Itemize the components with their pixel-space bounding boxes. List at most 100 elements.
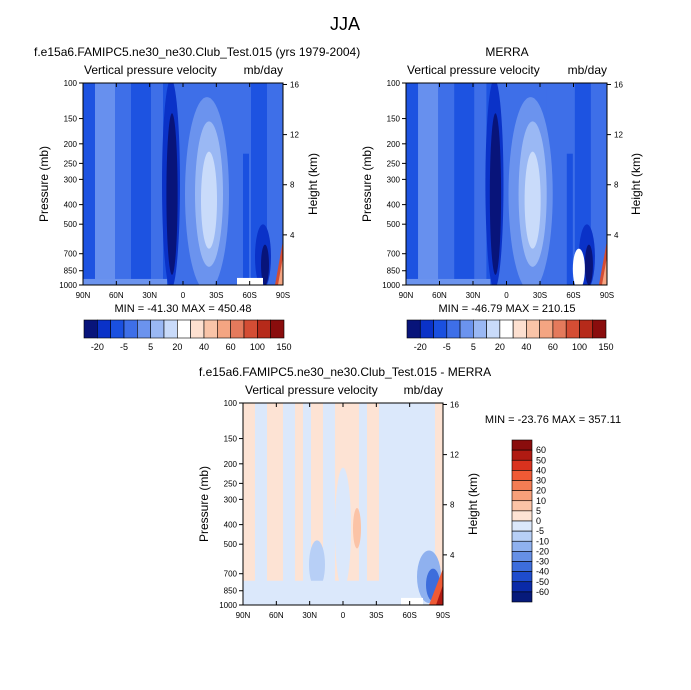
colorbar-swatch	[446, 319, 461, 339]
colorbar-swatch	[511, 510, 533, 522]
y-tick-label: 400	[387, 201, 401, 210]
colorbar-label: -60	[536, 587, 549, 597]
colorbar-label: -50	[536, 577, 549, 587]
colorbar-swatch	[511, 490, 533, 502]
colorbar-label: 40	[199, 342, 209, 352]
panel-difference: f.e15a6.FAMIPC5.ne30_ne30.Club_Test.015 …	[197, 365, 621, 620]
stats-text: MIN = -41.30 MAX = 450.48	[115, 303, 252, 315]
colorbar-swatch	[526, 319, 540, 339]
x-tick-label: 60N	[432, 291, 447, 300]
height-tick-label: 16	[290, 80, 299, 89]
colorbar-swatch	[511, 591, 533, 603]
negative-patch	[309, 540, 325, 589]
colorbar-swatch	[270, 319, 285, 339]
colorbar-swatch	[163, 319, 178, 339]
colorbar-label: -20	[414, 342, 427, 352]
y-tick-label: 100	[224, 399, 238, 408]
colorbar-label: -20	[91, 342, 104, 352]
stats-text: MIN = -46.79 MAX = 210.15	[439, 303, 576, 315]
y-tick-label: 500	[387, 220, 401, 229]
y-tick-label: 300	[387, 175, 401, 184]
colorbar-swatch	[539, 319, 554, 339]
y-tick-label: 700	[64, 250, 78, 259]
contour-band	[474, 83, 487, 285]
contour-band	[283, 403, 295, 605]
panel-units: mb/day	[244, 63, 283, 77]
y-tick-label: 1000	[219, 601, 237, 610]
x-tick-label: 30S	[533, 291, 547, 300]
panel-units: mb/day	[404, 383, 443, 397]
y-tick-label: 300	[224, 495, 238, 504]
y-axis-right-label: Height (km)	[629, 153, 643, 215]
contour-band	[418, 83, 439, 285]
y-tick-label: 150	[387, 115, 401, 124]
x-tick-label: 90N	[76, 291, 91, 300]
y-tick-label: 150	[64, 115, 78, 124]
y-tick-label: 700	[387, 250, 401, 259]
contour-band	[95, 83, 115, 285]
axes: 90N 60N 30N 0 30S 60S 90S 100 150 200 250 300 400 500…	[382, 79, 623, 300]
height-tick-label: 12	[450, 451, 459, 460]
contour-band	[454, 83, 475, 285]
colorbar-swatch	[150, 319, 165, 339]
colorbar-label: 100	[572, 342, 587, 352]
y-tick-label: 250	[387, 159, 401, 168]
updraft-core	[261, 244, 269, 285]
subsidence-core	[201, 151, 217, 249]
x-tick-label: 0	[341, 611, 346, 620]
positive-patch	[601, 256, 607, 285]
colorbar-swatch	[579, 319, 594, 339]
height-tick-label: 8	[614, 181, 619, 190]
y-axis-right-label: Height (km)	[466, 473, 480, 535]
contour-band	[115, 83, 131, 285]
height-tick-label: 16	[614, 80, 623, 89]
contour-field	[406, 83, 607, 285]
y-axis-label: Pressure (mb)	[360, 146, 374, 222]
colorbar-swatch	[511, 530, 533, 542]
colorbar-swatch	[459, 319, 474, 339]
contour-band	[303, 403, 311, 605]
colorbar-label: 5	[148, 342, 153, 352]
colorbar-swatch	[511, 540, 533, 552]
colorbar-label: 150	[276, 342, 291, 352]
y-tick-label: 250	[224, 479, 238, 488]
height-tick-label: 12	[614, 131, 623, 140]
y-tick-label: 500	[64, 220, 78, 229]
colorbar-label: -5	[536, 526, 544, 536]
x-tick-label: 30S	[369, 611, 383, 620]
contour-band	[83, 83, 95, 285]
y-tick-label: 500	[224, 540, 238, 549]
colorbar-swatch	[565, 319, 580, 339]
colorbar-swatch	[511, 480, 533, 491]
y-tick-label: 300	[64, 175, 78, 184]
x-tick-label: 90S	[600, 291, 614, 300]
y-tick-label: 200	[224, 460, 238, 469]
colorbar-swatch	[511, 520, 533, 532]
colorbar-swatch	[499, 319, 514, 339]
colorbar-swatch	[123, 319, 138, 339]
colorbar-label: 20	[495, 342, 505, 352]
missing-data	[401, 597, 423, 605]
colorbar-label: -30	[536, 557, 549, 567]
colorbar-label: 60	[548, 342, 558, 352]
contour-band	[359, 403, 367, 605]
y-tick-label: 150	[224, 435, 238, 444]
panel-title: MERRA	[485, 45, 528, 59]
colorbar: -20 -5 5 20 40 60 100 150	[83, 319, 292, 352]
colorbar-swatch	[110, 319, 125, 339]
contour-band	[83, 278, 167, 285]
y-tick-label: 200	[387, 140, 401, 149]
x-tick-label: 30N	[142, 291, 157, 300]
y-tick-label: 200	[64, 140, 78, 149]
panel-title: f.e15a6.FAMIPC5.ne30_ne30.Club_Test.015 …	[199, 365, 491, 379]
colorbar-label: 150	[598, 342, 613, 352]
y-tick-label: 100	[64, 79, 78, 88]
panel-left-label: Vertical pressure velocity	[245, 383, 378, 397]
colorbar-label: 0	[536, 516, 541, 526]
colorbar-swatch	[511, 449, 533, 461]
y-tick-label: 700	[224, 570, 238, 579]
colorbar-label: 30	[536, 476, 546, 486]
colorbar-label: 5	[471, 342, 476, 352]
y-tick-label: 1000	[59, 281, 77, 290]
colorbar-label: -20	[536, 546, 549, 556]
